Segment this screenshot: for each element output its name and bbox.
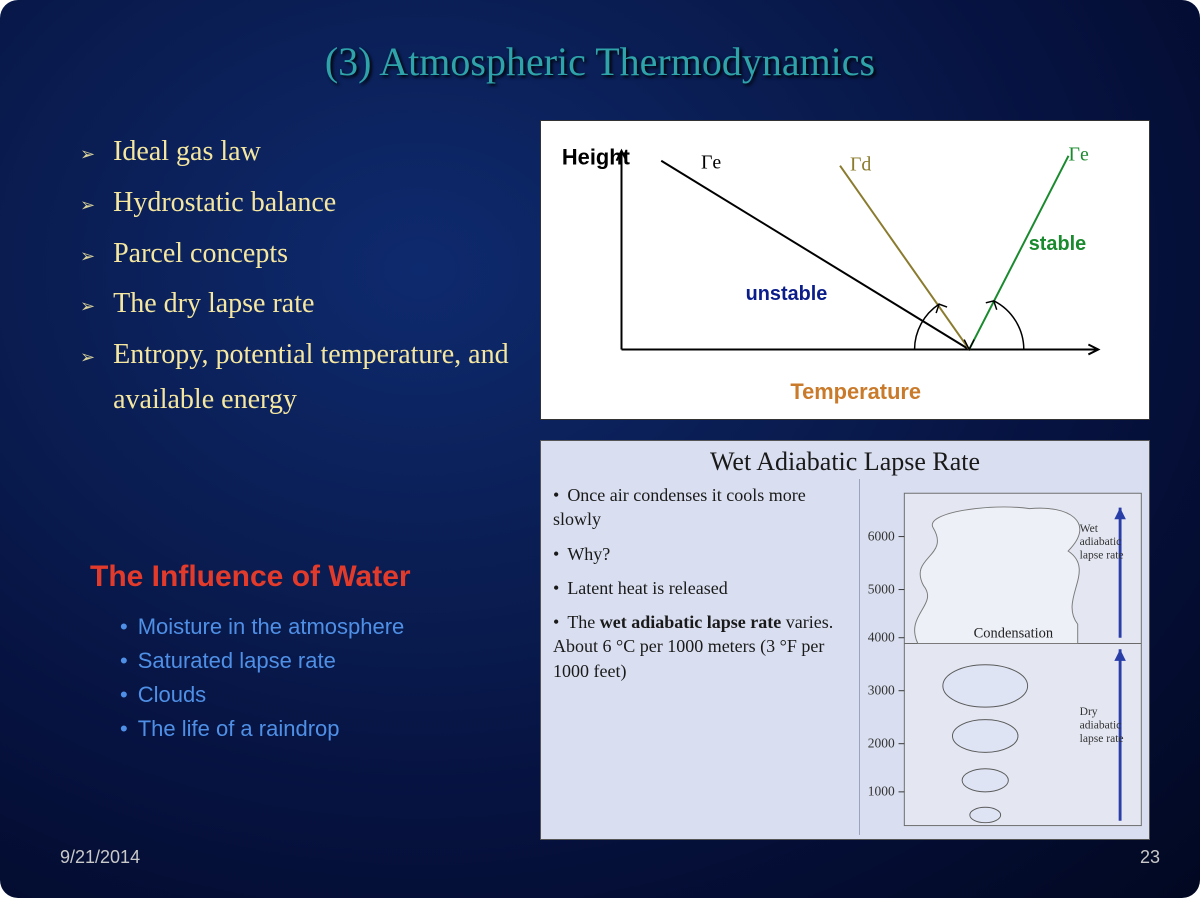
stability-diagram: Γe Γd Γe unstable stable Height Temperature (541, 121, 1149, 419)
svg-text:unstable: unstable (746, 283, 828, 305)
svg-text:Temperature: Temperature (790, 379, 921, 404)
svg-text:Height: Height (562, 145, 630, 170)
sub-bullet: Moisture in the atmosphere (120, 610, 540, 644)
main-bullet-text: Hydrostatic balance (113, 181, 336, 226)
svg-text:Wet: Wet (1080, 522, 1099, 535)
svg-text:2000: 2000 (868, 736, 895, 751)
svg-text:Dry: Dry (1080, 705, 1098, 718)
main-bullet-list: ➢ Ideal gas law ➢ Hydrostatic balance ➢ Parce… (80, 130, 510, 429)
main-bullet: ➢ Hydrostatic balance (80, 181, 510, 226)
bullet-arrow-icon: ➢ (80, 292, 95, 321)
wet-bullet: Why? (553, 542, 853, 566)
main-bullet: ➢ Ideal gas law (80, 130, 510, 175)
svg-text:3000: 3000 (868, 683, 895, 698)
sub-bullet-list: Moisture in the atmosphere Saturated laps… (120, 610, 540, 746)
stability-diagram-panel: Γe Γd Γe unstable stable Height Temperature (540, 120, 1150, 420)
footer-page: 23 (1140, 847, 1160, 868)
svg-text:5000: 5000 (868, 581, 895, 596)
wet-adiabatic-panel: Wet Adiabatic Lapse Rate Once air conden… (540, 440, 1150, 840)
svg-text:Γd: Γd (850, 154, 871, 176)
main-bullet-text: Ideal gas law (113, 130, 261, 175)
svg-text:4000: 4000 (868, 630, 895, 645)
svg-text:lapse rate: lapse rate (1080, 732, 1124, 745)
svg-text:adiabatic: adiabatic (1080, 535, 1122, 548)
svg-text:Γe: Γe (1069, 144, 1089, 166)
wet-panel-bullets: Once air condenses it cools more slowly W… (541, 479, 859, 835)
main-bullet-text: Entropy, potential temperature, and avai… (113, 333, 510, 423)
svg-text:6000: 6000 (868, 528, 895, 543)
svg-text:adiabatic: adiabatic (1080, 718, 1122, 731)
sub-heading: The Influence of Water (90, 560, 411, 594)
wet-bullet: Once air condenses it cools more slowly (553, 483, 853, 532)
bullet-arrow-icon: ➢ (80, 140, 95, 169)
svg-text:Γe: Γe (701, 152, 721, 174)
slide: (3) Atmospheric Thermodynamics ➢ Ideal ga… (0, 0, 1200, 898)
main-bullet-text: The dry lapse rate (113, 282, 314, 327)
sub-bullet-text: Clouds (138, 682, 206, 707)
bullet-arrow-icon: ➢ (80, 343, 95, 372)
svg-text:stable: stable (1029, 233, 1086, 255)
slide-title: (3) Atmospheric Thermodynamics (0, 38, 1200, 85)
wet-bullet: Latent heat is released (553, 576, 853, 600)
bullet-arrow-icon: ➢ (80, 242, 95, 271)
main-bullet-text: Parcel concepts (113, 232, 288, 277)
svg-text:lapse rate: lapse rate (1080, 549, 1124, 562)
sub-bullet-text: Saturated lapse rate (138, 648, 336, 673)
sub-bullet-text: The life of a raindrop (138, 716, 340, 741)
wet-diagram-svg: 600050004000300020001000CondensationWeta… (860, 479, 1149, 835)
footer-date: 9/21/2014 (60, 847, 140, 868)
wet-panel-title: Wet Adiabatic Lapse Rate (541, 441, 1149, 479)
wet-panel-diagram: 600050004000300020001000CondensationWeta… (859, 479, 1149, 835)
sub-bullet: Saturated lapse rate (120, 644, 540, 678)
svg-text:Condensation: Condensation (974, 626, 1053, 642)
sub-bullet: The life of a raindrop (120, 712, 540, 746)
sub-bullet: Clouds (120, 678, 540, 712)
main-bullet: ➢ Parcel concepts (80, 232, 510, 277)
sub-bullet-text: Moisture in the atmosphere (138, 614, 405, 639)
main-bullet: ➢ Entropy, potential temperature, and ava… (80, 333, 510, 423)
wet-bullet: The wet adiabatic lapse rate varies. Abo… (553, 610, 853, 683)
main-bullet: ➢ The dry lapse rate (80, 282, 510, 327)
svg-text:1000: 1000 (868, 784, 895, 799)
bullet-arrow-icon: ➢ (80, 191, 95, 220)
